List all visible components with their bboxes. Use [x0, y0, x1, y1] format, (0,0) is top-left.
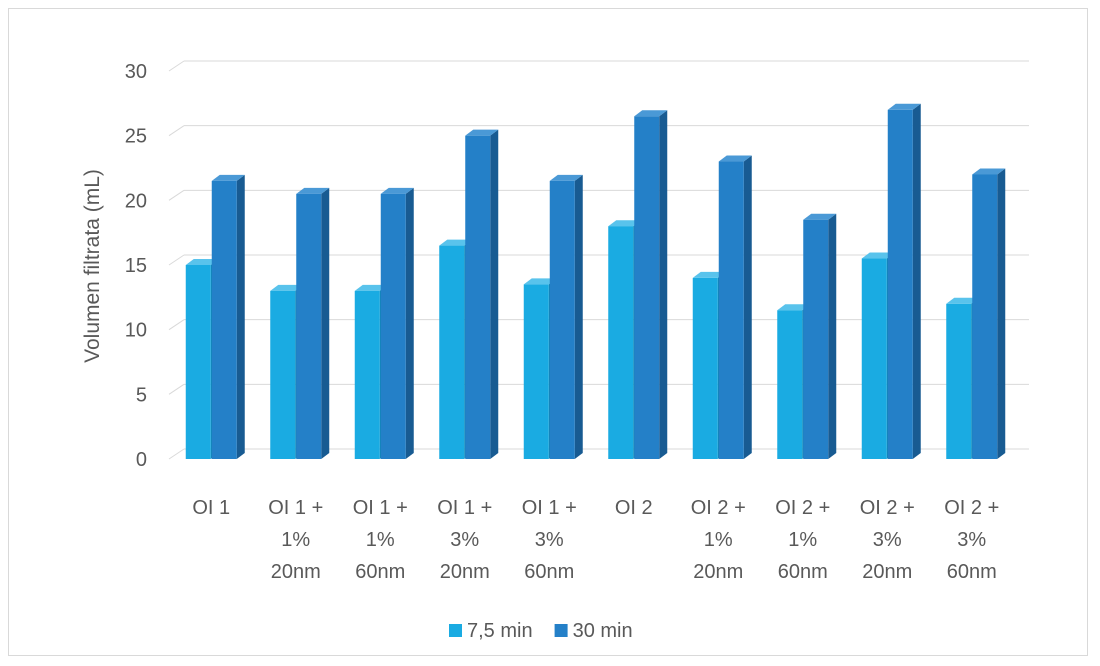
bar-top — [718, 155, 752, 162]
bar-side — [574, 174, 583, 459]
bar-top — [608, 220, 642, 227]
x-tick-label: OI 1 +1% 60nm — [353, 497, 408, 583]
gridline-depth — [168, 254, 185, 266]
bar — [465, 135, 491, 459]
bar-side — [659, 110, 668, 460]
x-tick-label: OI 1 — [192, 497, 230, 519]
bar — [972, 174, 998, 459]
bar-top — [354, 284, 388, 291]
gridline-depth — [168, 189, 185, 201]
bar — [354, 290, 380, 459]
chart-frame: 0 5 10 15 20 25 30 OI 1 OI 1 +1% 20nm OI 1 +1% 60n… — [8, 8, 1088, 656]
bar-top — [185, 259, 219, 265]
bar — [523, 284, 549, 459]
bar-top — [465, 129, 499, 136]
bar-chart: 0 5 10 15 20 25 30 OI 1 OI 1 +1% 20nm OI 1 +1% 60n… — [81, 60, 1029, 642]
y-axis-title: Volumen filtrata (mL) — [81, 169, 104, 363]
bar-group — [718, 155, 752, 460]
y-tick-label: 15 — [125, 255, 147, 277]
x-tick-label: OI 1 +3% 20nm — [437, 497, 492, 583]
bar-top — [211, 174, 245, 181]
bar-top — [523, 278, 557, 285]
bar — [270, 290, 296, 459]
bar — [608, 226, 634, 459]
x-tick-label: OI 1 +1% 20nm — [268, 497, 323, 583]
bar-top — [270, 284, 304, 291]
gridline-depth — [168, 319, 185, 331]
bar — [380, 193, 406, 459]
bar-side — [743, 155, 752, 460]
x-tick-label: OI 2 +1% 20nm — [691, 497, 746, 583]
bar-side — [912, 103, 921, 460]
bar-group — [296, 187, 330, 459]
bar — [692, 277, 718, 459]
bar-top — [380, 187, 414, 194]
bars — [185, 103, 1006, 460]
bar-group — [380, 187, 414, 459]
bar-group — [972, 168, 1006, 459]
bar-top — [972, 168, 1006, 175]
legend: 7,5 min 30 min — [449, 620, 633, 642]
bar-group — [634, 110, 668, 460]
bar — [185, 265, 211, 459]
bar-side — [405, 187, 414, 459]
bar — [211, 180, 237, 459]
bar — [946, 303, 972, 459]
gridline-depth — [168, 383, 185, 395]
x-tick-label: OI 1 +3% 60nm — [522, 497, 577, 583]
y-tick-label: 10 — [125, 320, 147, 342]
bar-group — [887, 103, 921, 460]
bar-side — [236, 174, 245, 459]
bar-top — [887, 103, 921, 110]
bar — [803, 219, 829, 459]
bar — [861, 258, 887, 459]
y-axis-ticks: 0 5 10 15 20 25 30 — [125, 61, 147, 471]
x-tick-label: OI 2 +1% 60nm — [775, 497, 830, 583]
x-axis-ticks: OI 1 OI 1 +1% 20nm OI 1 +1% 60nm OI 1 +3% 20nm… — [192, 497, 999, 583]
bar — [296, 193, 322, 459]
bar-side — [828, 213, 837, 459]
bar — [887, 109, 913, 460]
bar-top — [692, 271, 726, 278]
legend-label: 7,5 min — [467, 620, 533, 642]
bar — [439, 245, 465, 459]
gridline-depth — [168, 60, 185, 72]
bar-group — [803, 213, 837, 459]
legend-swatch — [554, 624, 568, 637]
bar-top — [296, 187, 330, 194]
y-tick-label: 20 — [125, 190, 147, 212]
legend-label: 30 min — [573, 620, 633, 642]
bar-top — [861, 252, 895, 259]
y-tick-label: 25 — [125, 126, 147, 148]
y-tick-label: 30 — [125, 61, 147, 83]
x-tick-label: OI 2 +3% 20nm — [860, 497, 915, 583]
y-tick-label: 0 — [136, 449, 147, 471]
bar — [549, 180, 575, 459]
gridline-depth — [168, 125, 185, 137]
bar-top — [439, 239, 473, 246]
bar-top — [946, 297, 980, 304]
bar-top — [777, 304, 811, 311]
bar-group — [465, 129, 499, 459]
bar — [777, 310, 803, 459]
bar-top — [549, 174, 583, 181]
x-tick-label: OI 2 — [615, 497, 653, 519]
bar — [634, 116, 660, 460]
bar-top — [803, 213, 837, 220]
bar-group — [549, 174, 583, 459]
bar-side — [321, 187, 330, 459]
bar — [718, 161, 744, 460]
gridline-depth — [168, 448, 185, 460]
x-tick-label: OI 2 +3% 60nm — [944, 497, 999, 583]
bar-top — [634, 110, 668, 117]
legend-swatch — [449, 624, 462, 637]
bar-side — [490, 129, 499, 459]
bar-side — [997, 168, 1006, 459]
y-tick-label: 5 — [136, 384, 147, 406]
bar-group — [211, 174, 245, 459]
